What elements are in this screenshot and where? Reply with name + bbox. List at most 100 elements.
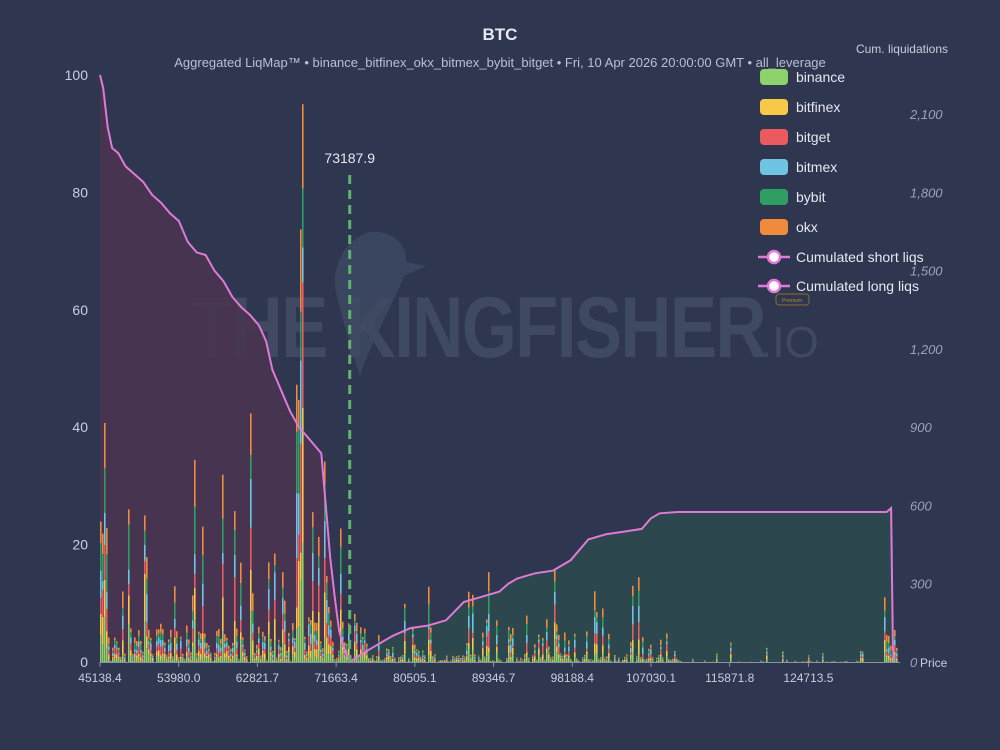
liquidation-bar-segment (418, 652, 420, 656)
liquidation-bar-segment (632, 624, 634, 641)
liquidation-bar-segment (340, 637, 342, 662)
liquidation-bar-segment (292, 623, 294, 631)
liquidation-bar-segment (268, 634, 270, 662)
liquidation-bar-segment (124, 655, 126, 658)
liquidation-bar-segment (236, 641, 238, 649)
liquidation-bar-segment (272, 655, 274, 658)
liquidation-bar-segment (596, 622, 598, 634)
liquidation-bar-segment (558, 640, 560, 644)
liquidation-bar-segment (564, 640, 566, 648)
liquidation-bar-segment (458, 658, 460, 660)
liquidation-bar-segment (196, 658, 198, 660)
liquidation-bar-segment (472, 606, 474, 614)
liquidation-bar-segment (404, 653, 406, 662)
liquidation-bar-segment (782, 659, 784, 660)
liquidation-bar-segment (602, 608, 604, 618)
liquidation-bar-segment (292, 637, 294, 644)
liquidation-bar-segment (510, 657, 512, 659)
liquidation-bar-segment (354, 641, 356, 652)
liquidation-bar-segment (666, 656, 668, 662)
liquidation-bar-segment (128, 524, 130, 570)
liquidation-bar-segment (112, 659, 114, 662)
liquidation-bar-segment (140, 652, 142, 658)
liquidation-bar-segment (552, 657, 554, 659)
liquidation-bar-segment (276, 659, 278, 661)
liquidation-bar-segment (256, 656, 258, 660)
liquidation-bar-segment (782, 651, 784, 654)
liquidation-bar-segment (600, 661, 602, 662)
liquidation-bar-segment (150, 640, 152, 644)
liquidation-bar-segment (642, 641, 644, 648)
liquidation-bar-segment (176, 660, 178, 662)
liquidation-bar-segment (328, 606, 330, 614)
liquidation-bar-segment (160, 646, 162, 656)
liquidation-bar-segment (166, 658, 168, 661)
liquidation-bar-segment (340, 573, 342, 594)
liquidation-bar-segment (220, 644, 222, 648)
liquidation-bar-segment (474, 658, 476, 660)
liquidation-bar-segment (202, 555, 204, 584)
liquidation-bar-segment (102, 554, 104, 581)
liquidation-bar-segment (302, 104, 304, 189)
liquidation-bar-segment (320, 657, 322, 662)
liquidation-bar-segment (646, 661, 648, 662)
liquidation-bar-segment (114, 658, 116, 662)
liquidation-bar-segment (432, 657, 434, 659)
liquidation-bar-segment (516, 660, 518, 661)
liquidation-bar-segment (492, 660, 494, 661)
liquidation-bar-segment (204, 642, 206, 649)
liquidation-bar-segment (394, 659, 396, 660)
liquidation-bar-segment (304, 642, 306, 650)
liquidation-bar-segment (532, 656, 534, 658)
liquidation-bar-segment (890, 660, 892, 662)
liquidation-bar-segment (302, 542, 304, 662)
liquidation-bar-segment (480, 661, 482, 662)
liquidation-bar-segment (546, 619, 548, 628)
liquidation-bar-segment (294, 648, 296, 652)
liquidation-bar-segment (210, 659, 212, 662)
liquidation-bar-segment (822, 660, 824, 662)
liquidation-bar-segment (276, 658, 278, 660)
liquidation-bar-segment (604, 659, 606, 661)
liquidation-bar-segment (786, 659, 788, 661)
liquidation-bar-segment (542, 659, 544, 662)
legend-swatch-okx (760, 219, 788, 235)
liquidation-bar-segment (534, 644, 536, 648)
liquidation-bar-segment (322, 648, 324, 652)
liquidation-bar-segment (658, 655, 660, 658)
liquidation-bar-segment (496, 646, 498, 653)
liquidation-bar-segment (540, 660, 542, 662)
liquidation-bar-segment (312, 638, 314, 662)
liquidation-bar-segment (658, 659, 660, 660)
liquidation-bar-segment (306, 657, 308, 660)
liquidation-bar-segment (236, 628, 238, 636)
liquidation-bar-segment (556, 631, 558, 636)
liquidation-bar-segment (102, 616, 104, 645)
liquidation-bar-segment (730, 651, 732, 655)
liquidation-bar-segment (662, 658, 664, 660)
liquidation-bar-segment (194, 459, 196, 507)
liquidation-bar-segment (312, 527, 314, 553)
liquidation-bar-segment (152, 655, 154, 658)
liquidation-bar-segment (170, 629, 172, 637)
liquidation-bar-segment (462, 656, 464, 658)
liquidation-bar-segment (392, 658, 394, 661)
liquidation-bar-segment (366, 653, 368, 656)
liquidation-bar-segment (136, 653, 138, 656)
liquidation-bar-segment (308, 617, 310, 622)
liquidation-bar-segment (564, 654, 566, 659)
liquidation-bar-segment (170, 650, 172, 653)
liquidation-bar-segment (320, 641, 322, 644)
liquidation-bar-segment (200, 648, 202, 654)
liquidation-bar-segment (640, 658, 642, 660)
liquidation-bar-segment (122, 640, 124, 655)
liquidation-bar-segment (218, 644, 220, 653)
liquidation-bar-segment (466, 650, 468, 655)
watermark-suffix: .IO (760, 318, 819, 367)
liquidation-bar-segment (128, 509, 130, 525)
liquidation-bar-segment (224, 647, 226, 654)
liquidation-bar-segment (470, 654, 472, 657)
liquidation-bar-segment (444, 659, 446, 660)
liquidation-bar-segment (536, 660, 538, 662)
liquidation-bar-segment (374, 660, 376, 661)
